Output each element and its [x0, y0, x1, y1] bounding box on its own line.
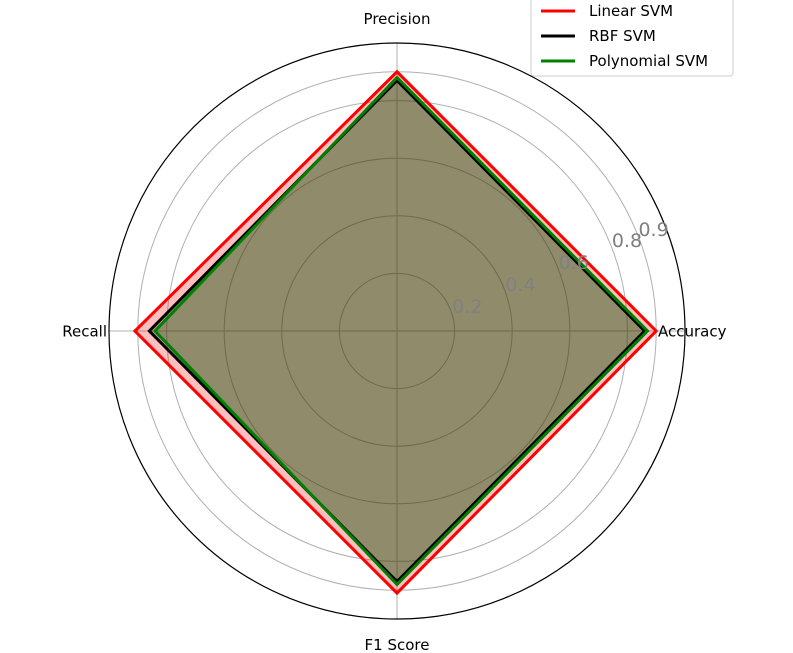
radial-tick-label: 0.8	[612, 230, 642, 252]
axis-label-precision: Precision	[364, 10, 431, 28]
linear-svm-line	[132, 69, 659, 596]
radial-tick-label: 0.2	[452, 296, 482, 318]
polar-frame	[108, 42, 686, 620]
polynomial-svm-line	[153, 75, 650, 587]
legend: Linear SVM RBF SVM Polynomial SVM	[530, 0, 734, 77]
legend-label-linear-svm: Linear SVM	[589, 2, 673, 20]
legend-label-polynomial-svm: Polynomial SVM	[589, 52, 708, 70]
radial-tick-label: 0.6	[559, 252, 589, 274]
radial-tick-label: 0.9	[638, 219, 668, 241]
series-layer	[132, 69, 659, 596]
legend-box	[530, 0, 734, 77]
axis-label-recall: Recall	[62, 322, 107, 340]
legend-label-rbf-svm: RBF SVM	[589, 27, 656, 45]
labels: Accuracy Precision Recall F1 Score 0.2 0.4 0.6…	[62, 10, 726, 653]
radial-tick-label: 0.4	[505, 274, 535, 296]
rbf-svm-line	[147, 78, 647, 584]
outer-frame	[108, 42, 686, 620]
axis-label-accuracy: Accuracy	[658, 322, 727, 340]
polynomial-svm-area	[155, 77, 648, 585]
axis-label-f1-score: F1 Score	[365, 636, 430, 653]
